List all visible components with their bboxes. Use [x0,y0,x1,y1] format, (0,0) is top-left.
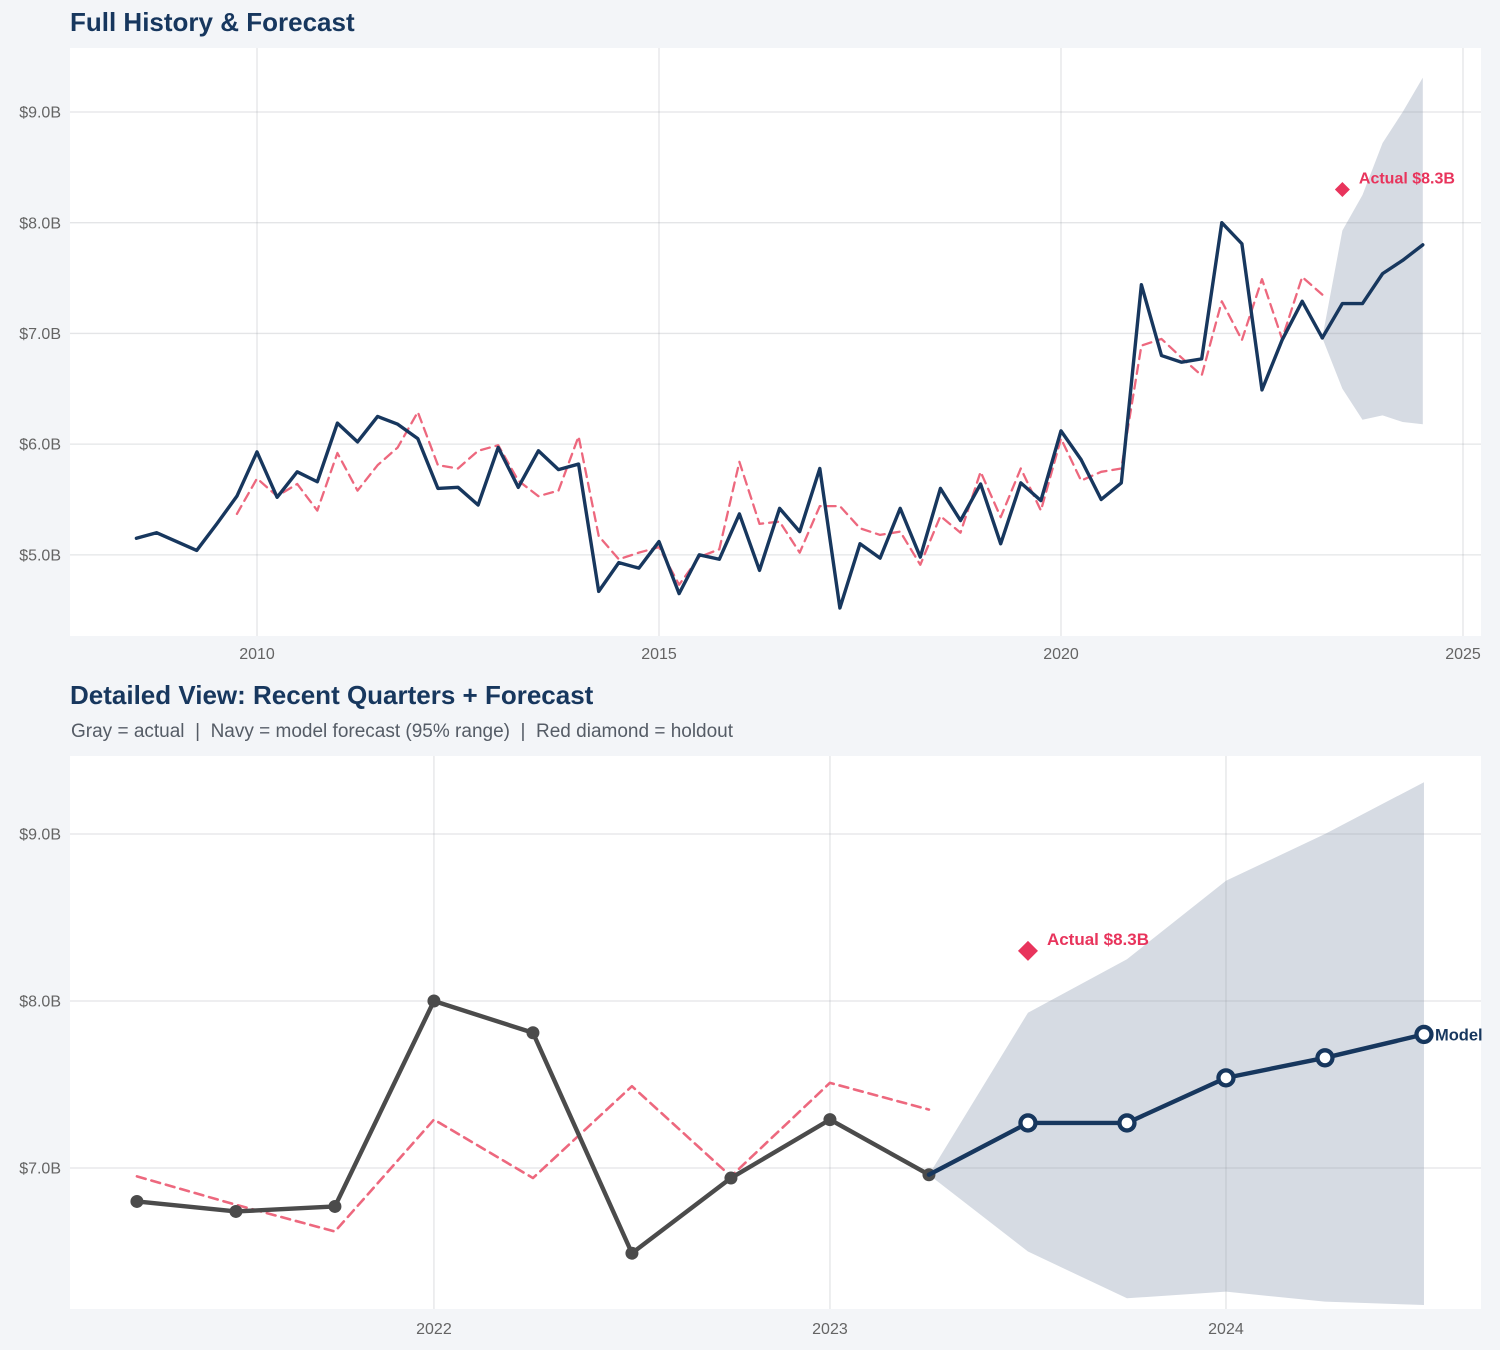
holdout-diamond-icon [1017,940,1038,961]
actual-point-marker [130,1194,144,1208]
detailed-view-chart-title: Detailed View: Recent Quarters + Forecas… [70,680,594,710]
forecast-point-marker [1018,1113,1038,1133]
full-history-chart-title: Full History & Forecast [70,7,355,37]
full-history-chart: $5.0B $6.0B $7.0B $8.0B $9.0B 2010 2015 2020 202… [19,48,1481,663]
actual-point-marker [823,1113,837,1127]
actual-point-marker [427,994,441,1008]
forecast-point-marker [1315,1048,1335,1068]
y-tick-label: $7.0B [19,326,61,343]
y-tick-label: $8.0B [19,215,61,232]
actual-series-line [134,221,1324,610]
confidence-band [928,782,1424,1305]
y-tick-label: $7.0B [19,1161,61,1178]
confidence-band [1322,77,1423,425]
x-tick-label: 2023 [812,1321,848,1338]
x-tick-label: 2022 [416,1321,452,1338]
actual-point-marker [724,1171,738,1185]
y-tick-label: $9.0B [19,827,61,844]
x-tick-label: 2025 [1445,646,1481,663]
detailed-view-chart: $7.0B $8.0B $9.0B 2022 2023 2024 Model Actual $… [19,756,1483,1338]
y-tick-label: $8.0B [19,994,61,1011]
y-tick-label: $9.0B [19,105,61,122]
actual-point-marker [625,1246,639,1260]
forecast-series-line [926,1032,1427,1177]
x-tick-label: 2010 [239,646,275,663]
forecast-series-line [1320,243,1425,340]
actual-point-marker [229,1204,243,1218]
forecast-point-marker [1117,1113,1137,1133]
x-tick-label: 2015 [641,646,677,663]
actual-point-marker [526,1026,540,1040]
actual-point-marker [328,1199,342,1213]
holdout-annotation-label: Actual $8.3B [1047,930,1149,949]
forecast-point-marker [1414,1024,1434,1045]
x-tick-label: 2024 [1208,1321,1244,1338]
fitted-series-line [135,1081,931,1233]
detailed-view-legend-subtitle: Gray = actual | Navy = model forecast (9… [71,721,734,742]
holdout-annotation-label: Actual $8.3B [1359,170,1455,187]
y-tick-label: $5.0B [19,547,61,564]
y-tick-label: $6.0B [19,437,61,454]
model-end-label: Model [1435,1026,1483,1044]
plot-area [70,48,1481,636]
holdout-diamond-icon [1334,181,1350,197]
x-tick-label: 2020 [1043,646,1079,663]
forecast-point-marker [1216,1068,1236,1088]
